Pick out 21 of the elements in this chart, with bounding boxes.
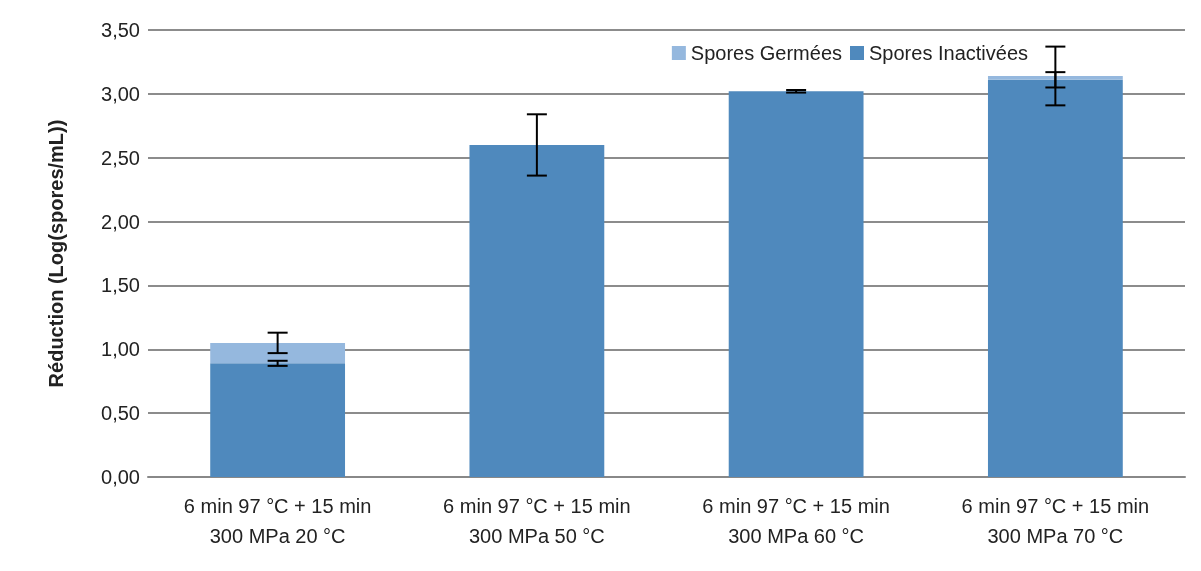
bar xyxy=(987,79,1123,477)
y-tick-label: 3,50 xyxy=(101,19,140,41)
y-tick-label: 2,50 xyxy=(101,146,140,169)
x-tick-label: 6 min 97 °C + 15 min 300 MPa 20 °C xyxy=(183,495,372,547)
bar xyxy=(987,75,1123,80)
y-tick-label: 0,00 xyxy=(101,466,140,488)
bar xyxy=(210,363,346,477)
y-tick-label: 3,00 xyxy=(101,82,140,105)
legend-label: Spores Inactivées xyxy=(869,42,1029,64)
y-tick-label: 0,50 xyxy=(101,402,140,425)
bar xyxy=(469,144,605,477)
y-axis-title: Réduction (Log(spores/mL)) xyxy=(45,119,67,388)
x-tick-label: 6 min 97 °C + 15 min 300 MPa 70 °C xyxy=(961,495,1150,547)
legend-label: Spores Germées xyxy=(690,42,843,64)
x-tick-label: 6 min 97 °C + 15 min 300 MPa 60 °C xyxy=(702,495,890,547)
bar xyxy=(728,91,864,477)
bar xyxy=(210,342,346,364)
y-tick-label: 1,50 xyxy=(101,274,140,297)
y-tick-label: 1,00 xyxy=(101,338,140,361)
x-tick-label: 6 min 97 °C + 15 min 300 MPa 50 °C xyxy=(443,495,631,547)
y-tick-label: 2,00 xyxy=(101,210,140,233)
